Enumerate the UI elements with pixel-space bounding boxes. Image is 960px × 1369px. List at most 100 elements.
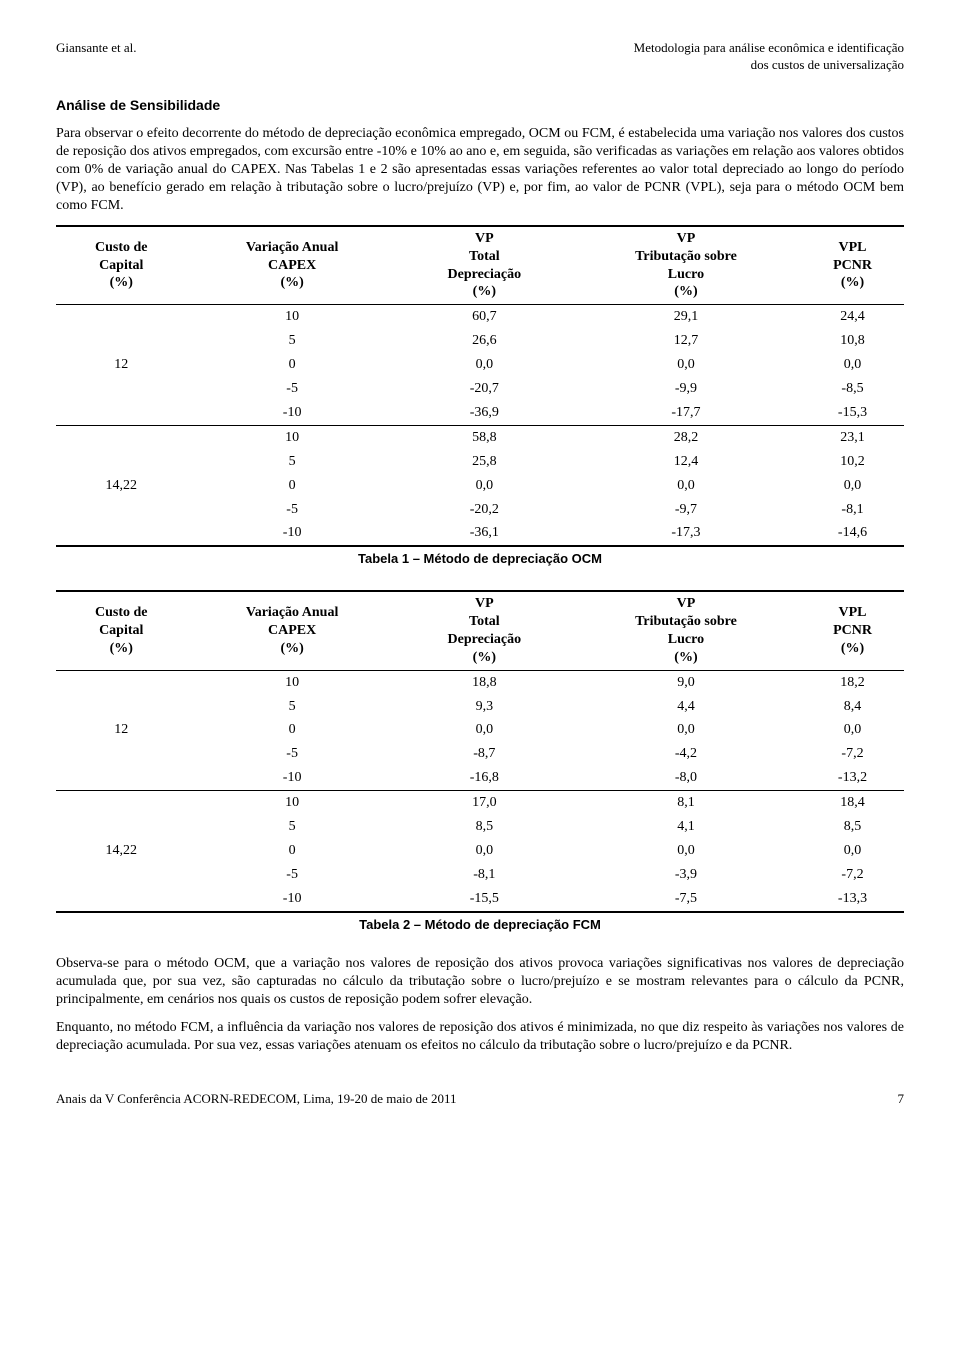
cell-vp-depreciacao: 0,0 [398,474,571,498]
cell-vpl-pcnr: 10,8 [801,329,904,353]
cell-vp-tributacao: 8,1 [571,791,801,815]
cell-vpl-pcnr: -7,2 [801,742,904,766]
cell-vp-depreciacao: 25,8 [398,450,571,474]
cell-vpl-pcnr: -15,3 [801,401,904,425]
cell-vpl-pcnr: 18,2 [801,670,904,694]
footer-page-number: 7 [898,1091,905,1108]
cell-vpl-pcnr: -13,2 [801,766,904,790]
col-header-text: PCNR [833,258,872,273]
cell-variacao-capex: 0 [186,839,397,863]
cell-variacao-capex: 5 [186,450,397,474]
cell-vp-tributacao: -4,2 [571,742,801,766]
cell-vpl-pcnr: 0,0 [801,718,904,742]
cell-vp-tributacao: -17,7 [571,401,801,425]
running-header: Giansante et al. Metodologia para anális… [56,40,904,73]
cell-variacao-capex: -5 [186,863,397,887]
col-header-text: (%) [473,284,496,299]
table-fcm-caption: Tabela 2 – Método de depreciação FCM [56,917,904,934]
cell-vp-tributacao: 12,4 [571,450,801,474]
col-header-text: (%) [674,284,697,299]
col-header-text: (%) [473,650,496,665]
cell-vp-depreciacao: -8,7 [398,742,571,766]
col-header-vp-depreciacao: VP Total Depreciação (%) [398,591,571,670]
cell-vp-depreciacao: -20,2 [398,498,571,522]
col-header-text: Tributação sobre [635,614,737,629]
cell-variacao-capex: -5 [186,742,397,766]
cell-vp-depreciacao: -15,5 [398,887,571,912]
cell-variacao-capex: 0 [186,353,397,377]
cell-vp-depreciacao: 60,7 [398,305,571,329]
cell-variacao-capex: 10 [186,670,397,694]
cell-vp-depreciacao: -16,8 [398,766,571,790]
table-fcm: Custo de Capital (%) Variação Anual CAPE… [56,590,904,913]
col-header-text: (%) [841,275,864,290]
cell-vp-tributacao: -9,7 [571,498,801,522]
cell-vpl-pcnr: 23,1 [801,425,904,449]
col-header-text: Total [469,249,500,264]
col-header-text: CAPEX [268,258,316,273]
cell-variacao-capex: -10 [186,887,397,912]
col-header-text: VPL [839,240,867,255]
cell-variacao-capex: 10 [186,425,397,449]
cell-vpl-pcnr: -8,5 [801,377,904,401]
cell-vp-tributacao: 0,0 [571,718,801,742]
col-header-text: (%) [674,650,697,665]
cell-vp-depreciacao: 0,0 [398,718,571,742]
col-header-text: Lucro [668,267,704,282]
section-title: Análise de Sensibilidade [56,97,904,115]
cell-vp-depreciacao: 0,0 [398,839,571,863]
cell-vp-depreciacao: 0,0 [398,353,571,377]
cell-vpl-pcnr: 24,4 [801,305,904,329]
header-left: Giansante et al. [56,40,137,73]
col-header-vp-tributacao: VP Tributação sobre Lucro (%) [571,591,801,670]
cell-vp-depreciacao: 18,8 [398,670,571,694]
cell-vp-depreciacao: 8,5 [398,815,571,839]
paragraph-1: Para observar o efeito decorrente do mét… [56,125,904,215]
col-header-text: Custo de [95,605,148,620]
cell-vpl-pcnr: 0,0 [801,353,904,377]
col-header-text: VP [475,596,494,611]
col-header-text: Lucro [668,632,704,647]
cell-custo-capital: 14,22 [56,425,186,546]
col-header-text: (%) [110,275,133,290]
paragraph-2: Observa-se para o método OCM, que a vari… [56,955,904,1009]
cell-vpl-pcnr: -13,3 [801,887,904,912]
page-footer: Anais da V Conferência ACORN-REDECOM, Li… [56,1091,904,1108]
cell-variacao-capex: 5 [186,695,397,719]
cell-vp-depreciacao: -36,9 [398,401,571,425]
col-header-text: VP [677,596,696,611]
cell-variacao-capex: 10 [186,305,397,329]
col-header-text: (%) [280,641,303,656]
footer-left: Anais da V Conferência ACORN-REDECOM, Li… [56,1091,457,1108]
cell-vp-depreciacao: -8,1 [398,863,571,887]
col-header-custo-capital: Custo de Capital (%) [56,591,186,670]
col-header-vp-depreciacao: VP Total Depreciação (%) [398,226,571,305]
col-header-text: Total [469,614,500,629]
table-ocm: Custo de Capital (%) Variação Anual CAPE… [56,225,904,548]
col-header-text: Depreciação [448,267,522,282]
col-header-text: Capital [99,258,143,273]
cell-vpl-pcnr: 0,0 [801,839,904,863]
cell-vpl-pcnr: 18,4 [801,791,904,815]
col-header-text: Variação Anual [246,240,338,255]
cell-vp-tributacao: -3,9 [571,863,801,887]
col-header-text: (%) [110,641,133,656]
cell-vp-tributacao: 4,1 [571,815,801,839]
cell-vpl-pcnr: 0,0 [801,474,904,498]
cell-vp-tributacao: 0,0 [571,353,801,377]
cell-variacao-capex: 0 [186,474,397,498]
cell-vp-depreciacao: 9,3 [398,695,571,719]
cell-vp-tributacao: 4,4 [571,695,801,719]
cell-vp-tributacao: 12,7 [571,329,801,353]
col-header-vp-tributacao: VP Tributação sobre Lucro (%) [571,226,801,305]
cell-vpl-pcnr: -7,2 [801,863,904,887]
cell-variacao-capex: -5 [186,498,397,522]
col-header-vpl-pcnr: VPL PCNR (%) [801,591,904,670]
paragraph-3: Enquanto, no método FCM, a influência da… [56,1019,904,1055]
col-header-text: CAPEX [268,623,316,638]
col-header-vpl-pcnr: VPL PCNR (%) [801,226,904,305]
cell-vp-tributacao: -9,9 [571,377,801,401]
cell-vp-tributacao: 28,2 [571,425,801,449]
cell-vp-depreciacao: 17,0 [398,791,571,815]
col-header-text: PCNR [833,623,872,638]
